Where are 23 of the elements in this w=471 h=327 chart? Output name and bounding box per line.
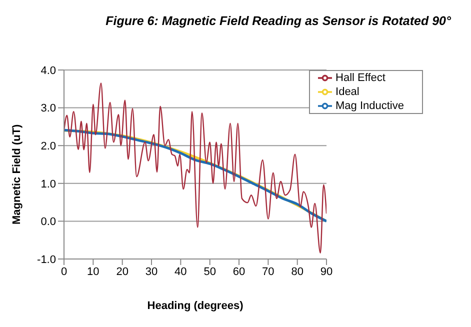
y-tick-label: 4.0	[40, 64, 56, 77]
x-axis-title: Heading (degrees)	[147, 300, 244, 312]
y-tick-label: 1.0	[40, 178, 56, 190]
x-tick-label: 80	[291, 266, 304, 278]
legend-label: Ideal	[336, 86, 360, 98]
y-tick-label: 2.0	[40, 140, 56, 153]
x-tick-label: 70	[262, 266, 274, 278]
y-tick-label: 3.0	[40, 102, 56, 115]
x-tick-label: 10	[87, 266, 100, 278]
y-axis-title: Magnetic Field (uT)	[10, 124, 23, 224]
x-tick-label: 50	[204, 266, 216, 278]
y-tick-label: 0.0	[40, 216, 56, 228]
line-series	[64, 82, 327, 254]
x-tick-label: 30	[145, 266, 158, 278]
x-tick-label: 0	[60, 266, 68, 278]
x-tick-label: 60	[232, 266, 246, 278]
x-tick-label: 90	[320, 266, 333, 278]
legend-label: Mag Inductive	[336, 100, 404, 112]
y-tick-label: -1.0	[37, 254, 56, 266]
x-tick-label: 40	[174, 266, 187, 278]
legend-label: Hall Effect	[336, 72, 386, 84]
x-tick-label: 20	[116, 266, 128, 278]
chart-title: Figure 6: Magnetic Field Reading as Sensor is Rotated 90°	[106, 14, 451, 28]
